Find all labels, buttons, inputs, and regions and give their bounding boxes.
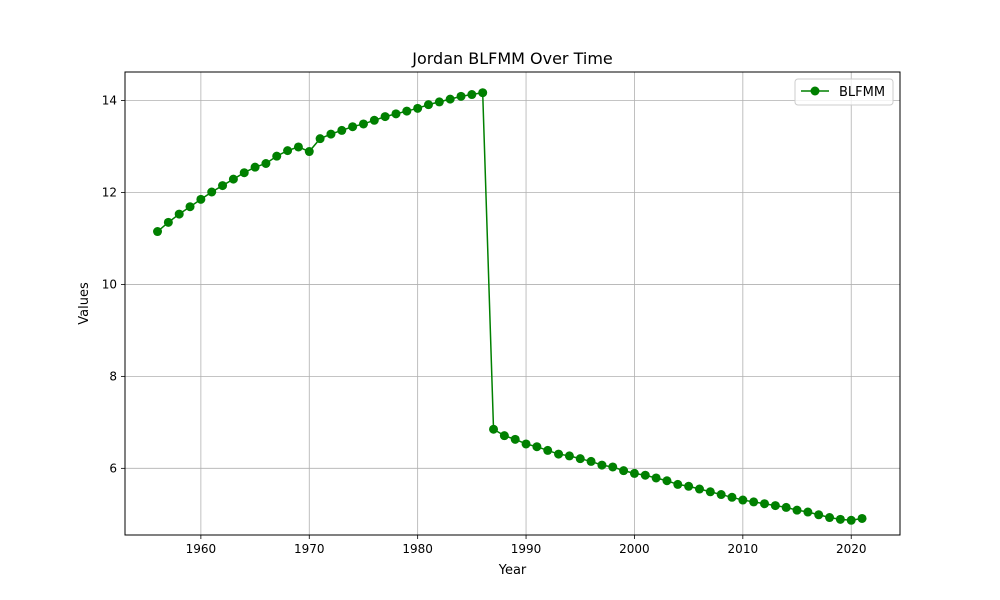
data-point xyxy=(391,109,401,119)
data-point xyxy=(337,125,347,135)
series-line-blfmm xyxy=(157,91,863,522)
data-point xyxy=(467,90,477,100)
data-point xyxy=(478,88,488,98)
x-tick-label: 1960 xyxy=(186,542,217,556)
plot-area-frame xyxy=(124,71,901,536)
data-point xyxy=(499,431,509,441)
data-point xyxy=(283,146,293,156)
x-tick-label: 2000 xyxy=(619,542,650,556)
y-tick-label: 10 xyxy=(102,277,117,291)
data-point xyxy=(857,513,867,523)
data-point xyxy=(272,151,282,161)
data-point xyxy=(261,158,271,168)
data-point xyxy=(792,505,802,515)
data-point xyxy=(727,492,737,502)
data-point xyxy=(629,468,639,478)
data-point xyxy=(662,476,672,486)
data-point xyxy=(293,142,303,152)
data-point xyxy=(218,181,228,191)
data-point xyxy=(423,100,433,110)
data-point xyxy=(532,442,542,452)
data-point xyxy=(738,495,748,505)
data-point xyxy=(402,106,412,116)
data-point xyxy=(781,502,791,512)
data-point xyxy=(207,187,217,197)
data-point xyxy=(835,514,845,524)
x-tick-label: 1990 xyxy=(511,542,542,556)
data-point xyxy=(846,515,856,525)
data-point xyxy=(543,445,553,455)
legend-box xyxy=(794,78,894,106)
data-point xyxy=(304,147,314,157)
data-point xyxy=(814,510,824,520)
data-point xyxy=(608,462,618,472)
data-point xyxy=(770,501,780,511)
y-tick-label: 12 xyxy=(102,185,117,199)
data-point xyxy=(315,134,325,144)
x-tick-label: 1980 xyxy=(402,542,433,556)
data-point xyxy=(597,460,607,470)
data-point xyxy=(510,434,520,444)
data-point xyxy=(705,487,715,497)
data-point xyxy=(153,227,163,237)
data-point xyxy=(749,497,759,507)
data-point xyxy=(673,479,683,489)
data-point xyxy=(586,456,596,466)
x-tick-label: 2020 xyxy=(836,542,867,556)
data-point xyxy=(445,94,455,104)
legend: BLFMM xyxy=(794,78,894,106)
data-point xyxy=(380,112,390,122)
data-point xyxy=(651,473,661,483)
data-point xyxy=(358,119,368,129)
data-point xyxy=(640,470,650,480)
y-tick-label: 8 xyxy=(109,369,117,383)
data-point xyxy=(348,122,358,132)
data-point xyxy=(564,451,574,461)
data-point xyxy=(684,481,694,491)
data-point xyxy=(521,439,531,449)
data-point xyxy=(434,97,444,107)
y-tick-label: 14 xyxy=(102,94,117,108)
data-point xyxy=(326,129,336,139)
data-point xyxy=(185,202,195,212)
data-point xyxy=(456,91,466,101)
data-point xyxy=(228,174,238,184)
data-point xyxy=(803,507,813,517)
data-point xyxy=(250,162,260,172)
data-point xyxy=(554,449,564,459)
data-point xyxy=(174,209,184,219)
grid-lines xyxy=(125,72,900,535)
x-axis-label: Year xyxy=(498,563,527,578)
data-point xyxy=(196,194,206,204)
data-point xyxy=(694,484,704,494)
series-layer xyxy=(153,88,867,525)
chart-title: Jordan BLFMM Over Time xyxy=(411,49,613,68)
x-tick-label: 1970 xyxy=(294,542,325,556)
data-point xyxy=(163,217,173,227)
data-point xyxy=(575,454,585,464)
data-point xyxy=(489,424,499,434)
data-point xyxy=(716,490,726,500)
data-point xyxy=(369,115,379,125)
y-axis-ticks: 6 8 10 12 14 xyxy=(102,94,125,475)
x-axis-ticks: 1960 1970 1980 1990 2000 2010 2020 xyxy=(186,535,867,556)
data-point xyxy=(239,168,249,178)
y-axis-label: Values xyxy=(77,282,92,325)
data-point xyxy=(413,103,423,113)
x-tick-label: 2010 xyxy=(728,542,759,556)
y-tick-label: 6 xyxy=(109,461,117,475)
data-point xyxy=(760,499,770,509)
legend-marker-sample xyxy=(810,86,820,96)
data-point xyxy=(825,513,835,523)
data-point xyxy=(619,466,629,476)
legend-label: BLFMM xyxy=(839,85,885,100)
